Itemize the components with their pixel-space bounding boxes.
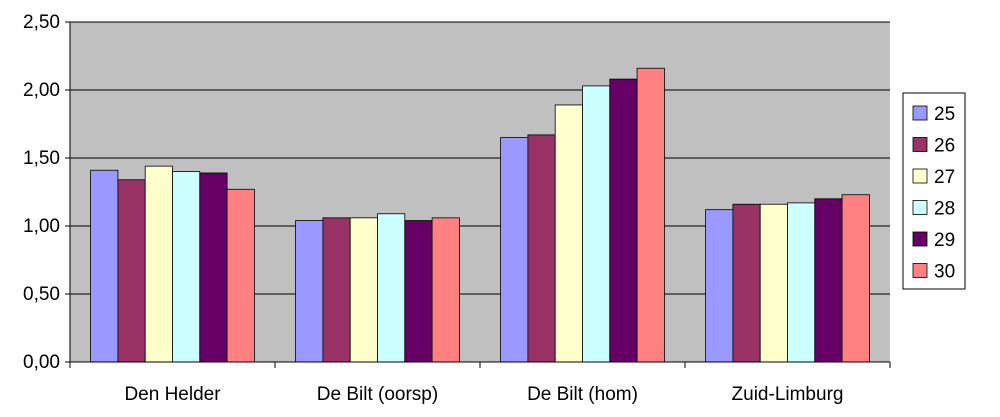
legend-label: 29 (934, 230, 955, 251)
bar-27-1 (349, 217, 378, 363)
bar-28-2 (582, 85, 611, 363)
category-label: Den Helder (124, 384, 221, 405)
bar-26-1 (322, 217, 351, 363)
bar-28-0 (172, 171, 201, 363)
legend-label: 30 (934, 262, 955, 283)
category-label: De Bilt (hom) (527, 384, 638, 405)
legend-swatch-28 (912, 200, 928, 215)
bar-29-3 (814, 198, 843, 363)
bar-25-0 (90, 169, 119, 363)
category-label: De Bilt (oorsp) (317, 384, 438, 405)
legend-label: 26 (934, 136, 955, 157)
category-label: Zuid-Limburg (732, 384, 844, 405)
bars (90, 67, 870, 363)
legend-label: 27 (934, 167, 955, 188)
y-tick-label: 0,50 (23, 284, 60, 305)
bar-29-0 (199, 172, 228, 363)
bar-27-0 (144, 165, 173, 363)
legend-swatch-30 (912, 263, 928, 278)
legend-box (902, 92, 966, 290)
bar-25-2 (500, 137, 529, 363)
bar-26-3 (732, 203, 761, 363)
bar-28-3 (787, 202, 816, 363)
x-category-labels: Den Helder De Bilt (oorsp) De Bilt (hom) Zu… (124, 384, 843, 405)
legend-swatch-27 (912, 168, 928, 184)
bar-28-1 (377, 213, 406, 363)
bar-25-1 (295, 220, 324, 363)
y-tick-label: 1,00 (23, 216, 60, 237)
y-tick-label: 1,50 (23, 148, 60, 169)
bar-30-2 (636, 67, 665, 363)
bar-25-3 (705, 209, 734, 363)
y-tick-label: 2,50 (23, 12, 60, 33)
axes (65, 21, 891, 368)
legend-swatch-25 (912, 105, 928, 121)
legend-swatch-29 (912, 231, 928, 247)
bar-27-3 (759, 203, 788, 363)
bar-29-1 (404, 220, 433, 363)
legend-swatch-26 (912, 137, 928, 152)
bar-29-2 (609, 78, 638, 363)
bar-30-3 (841, 194, 870, 363)
bar-30-1 (431, 217, 460, 363)
bar-30-0 (226, 188, 255, 363)
bar-26-2 (527, 134, 556, 363)
legend: 25 26 27 28 29 30 (902, 92, 966, 290)
y-tick-label: 2,00 (23, 80, 60, 101)
legend-label: 28 (934, 199, 955, 220)
legend-label: 25 (934, 104, 955, 125)
y-tick-label: 0,00 (23, 352, 60, 373)
bar-26-0 (117, 179, 146, 363)
bar-27-2 (554, 104, 583, 363)
y-tick-labels: 0,00 0,50 1,00 1,50 2,00 2,50 (23, 12, 60, 373)
